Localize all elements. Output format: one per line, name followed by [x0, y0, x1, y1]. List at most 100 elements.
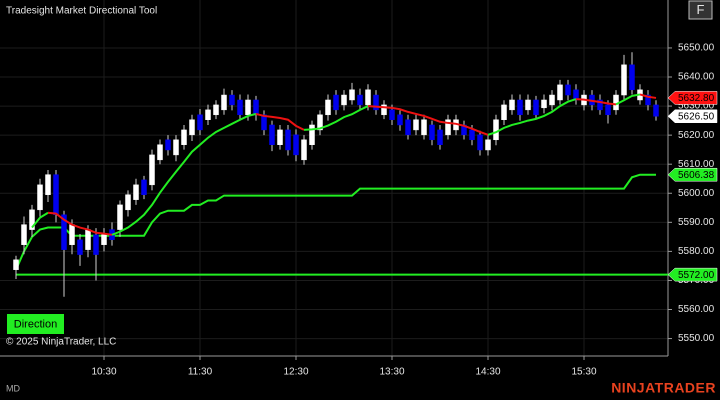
price-marker [667, 109, 718, 123]
candle-body [85, 229, 91, 250]
candle-body [69, 224, 75, 245]
x-tick-label: 11:30 [188, 367, 213, 378]
candle-body [341, 94, 347, 106]
candle-body [13, 259, 19, 270]
candle-body [405, 119, 411, 136]
candle-body [181, 129, 187, 145]
candle-body [261, 114, 267, 131]
candle-body [101, 234, 107, 245]
candle-body [221, 94, 227, 111]
candle-body [389, 109, 395, 120]
candle-body [445, 119, 451, 136]
candle-body [357, 94, 363, 106]
candle-body [197, 114, 203, 131]
x-tick-label: 10:30 [91, 367, 116, 378]
x-tick-label: 14:30 [475, 367, 500, 378]
candle-body [53, 174, 59, 216]
candle-body [317, 114, 323, 131]
trend-line [303, 105, 369, 131]
candle-body [413, 119, 419, 131]
candle-body [205, 109, 211, 120]
candle-body [653, 104, 659, 117]
y-tick-label: 5620.00 [678, 130, 715, 141]
direction-button-label[interactable]: Direction [14, 318, 57, 330]
candle-body [293, 134, 299, 156]
candle-body [533, 99, 539, 116]
candle-body [381, 104, 387, 116]
candle-body [349, 89, 355, 101]
y-tick-label: 5580.00 [678, 246, 715, 257]
candle-body [125, 194, 131, 211]
y-tick-label: 5560.00 [678, 304, 715, 315]
chart-title: Tradesight Market Directional Tool [6, 6, 157, 17]
candle-body [469, 129, 475, 141]
candle-body [525, 99, 531, 111]
candle-body [173, 139, 179, 156]
y-tick-label: 5640.00 [678, 72, 715, 83]
candle-body [117, 204, 123, 230]
trend-line [47, 211, 113, 236]
x-tick-label: 15:30 [571, 367, 596, 378]
candle-body [365, 89, 371, 106]
price-marker [667, 167, 718, 182]
grid [0, 0, 668, 356]
candle-body [325, 99, 331, 116]
stop-line [15, 173, 656, 271]
candle-body [397, 114, 403, 126]
candle-body [165, 139, 171, 151]
candle-body [437, 129, 443, 145]
status: MD [6, 383, 20, 393]
copyright: © 2025 NinjaTrader, LLC [6, 337, 116, 348]
candle-body [629, 64, 635, 91]
candle-body [645, 94, 651, 106]
candle-body [229, 94, 235, 106]
trend-line [31, 211, 49, 229]
candle-body [373, 94, 379, 111]
direction-button[interactable] [7, 314, 64, 334]
y-tick-label: 5610.00 [678, 159, 715, 170]
corner-button-label[interactable]: F [697, 2, 705, 17]
candle-body [149, 154, 155, 186]
candle-body [477, 134, 483, 151]
candle-body [237, 99, 243, 116]
price-marker-label: 5626.50 [678, 111, 715, 122]
candle-body [509, 99, 515, 111]
y-tick-label: 5650.00 [678, 43, 715, 54]
candle-body [541, 99, 547, 109]
price-marker-label: 5632.80 [678, 93, 715, 104]
candle-body [61, 214, 67, 250]
candle-body [485, 139, 491, 151]
price-marker [667, 267, 718, 282]
candle-body [29, 209, 35, 230]
price-marker-label: 5572.00 [678, 270, 715, 281]
candle-body [421, 119, 427, 136]
y-tick-label: 5630.00 [678, 101, 715, 112]
candle-body [93, 234, 99, 255]
candle-body [157, 144, 163, 161]
y-tick-label: 5600.00 [678, 188, 715, 199]
candle-body [557, 84, 563, 101]
x-tick-label: 12:30 [283, 367, 308, 378]
trend-line [111, 112, 257, 236]
y-tick-label: 5550.00 [678, 333, 715, 344]
candle-body [565, 84, 571, 96]
candle-body [429, 124, 435, 141]
candle-body [309, 124, 315, 145]
trend-line [639, 93, 657, 99]
candle-body [621, 64, 627, 96]
candle-body [333, 94, 339, 111]
price-marker-label: 5606.38 [678, 170, 715, 181]
candle-body [301, 139, 307, 161]
candle-body [133, 184, 139, 200]
x-tick-label: 13:30 [379, 367, 404, 378]
candle-body [253, 99, 259, 116]
trend-line [615, 93, 641, 106]
candle-body [45, 174, 51, 195]
trend-line [367, 105, 489, 136]
corner-button[interactable] [688, 0, 713, 20]
logo: NINJATRADER [611, 380, 716, 396]
trend-line [255, 112, 305, 131]
